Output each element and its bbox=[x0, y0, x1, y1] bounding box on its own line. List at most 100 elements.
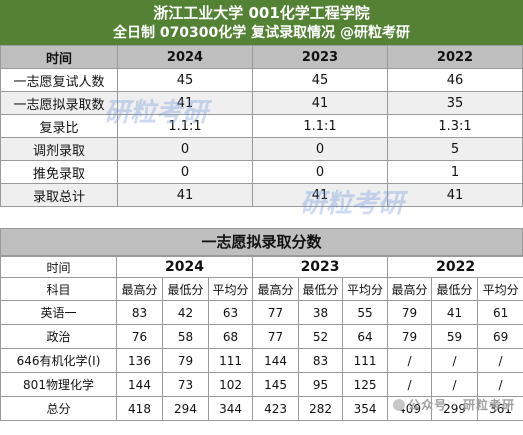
table-cell: 145 bbox=[252, 372, 300, 397]
row-label: 调剂录取 bbox=[0, 137, 118, 161]
table-cell: 423 bbox=[252, 396, 300, 421]
table-cell: 41 bbox=[431, 300, 479, 325]
table-row: 复录比 1.1:1 1.1:1 1.3:1 bbox=[0, 114, 523, 138]
table-cell: 76 bbox=[116, 324, 163, 349]
subject-name: 801物理化学 bbox=[0, 372, 117, 397]
row-label: 录取总计 bbox=[0, 183, 118, 207]
table-cell: 77 bbox=[252, 300, 300, 325]
row-label: 复录比 bbox=[0, 114, 118, 138]
year-header: 2023 bbox=[252, 256, 389, 278]
table-cell: / bbox=[431, 372, 479, 397]
table-row: 英语一 83 42 63 77 38 55 79 41 61 bbox=[0, 300, 523, 325]
table-cell: 41 bbox=[252, 91, 388, 115]
table-cell: 0 bbox=[252, 137, 388, 161]
table-cell: 1.3:1 bbox=[387, 114, 523, 138]
table-cell: 52 bbox=[298, 324, 344, 349]
table-row: 646有机化学(I) 136 79 111 144 83 111 / / / bbox=[0, 348, 523, 373]
table-cell: 111 bbox=[342, 348, 389, 373]
subject-name: 646有机化学(I) bbox=[0, 348, 117, 373]
table-cell: 45 bbox=[252, 68, 388, 92]
table-row: 政治 76 58 68 77 52 64 79 59 69 bbox=[0, 324, 523, 349]
title-banner: 浙江工业大学 001化学工程学院 全日制 070300化学 复试录取情况 @研粒… bbox=[0, 0, 523, 45]
table-cell: 58 bbox=[162, 324, 209, 349]
table-cell: 79 bbox=[162, 348, 209, 373]
title-line-1: 浙江工业大学 001化学工程学院 bbox=[153, 4, 370, 22]
title-line-2: 全日制 070300化学 复试录取情况 @研粒考研 bbox=[112, 25, 411, 41]
year-header: 2024 bbox=[117, 45, 253, 69]
table-cell: 1.1:1 bbox=[117, 114, 253, 138]
corner-label: 时间 bbox=[0, 45, 118, 69]
table-cell: 0 bbox=[252, 160, 388, 184]
table-cell: 42 bbox=[162, 300, 209, 325]
table-cell: 79 bbox=[387, 324, 433, 349]
table-row: 一志愿拟录取数 41 41 35 bbox=[0, 91, 523, 115]
row-label: 推免录取 bbox=[0, 160, 118, 184]
table-cell: 59 bbox=[431, 324, 479, 349]
table-cell: 35 bbox=[387, 91, 523, 115]
table-row: 总分 418 294 344 423 282 354 409 299 361 bbox=[0, 396, 523, 421]
table-cell: 55 bbox=[342, 300, 389, 325]
table-cell: 41 bbox=[252, 183, 388, 207]
stat-header: 最低分 bbox=[162, 277, 209, 301]
table-cell: 64 bbox=[342, 324, 389, 349]
table-row: 一志愿复试人数 45 45 46 bbox=[0, 68, 523, 92]
year-header-row: 时间 2024 2023 2022 bbox=[0, 256, 523, 278]
table-cell: 38 bbox=[298, 300, 344, 325]
table-row: 录取总计 41 41 41 bbox=[0, 183, 523, 207]
table-cell: 1 bbox=[387, 160, 523, 184]
stat-header: 平均分 bbox=[342, 277, 389, 301]
subject-name: 英语一 bbox=[0, 300, 117, 325]
table-cell: 136 bbox=[116, 348, 163, 373]
table-cell: 144 bbox=[252, 348, 300, 373]
table-cell: 83 bbox=[116, 300, 163, 325]
table-cell: 418 bbox=[116, 396, 163, 421]
year-header: 2022 bbox=[387, 256, 523, 278]
stat-header: 最低分 bbox=[431, 277, 479, 301]
table-cell: 1.1:1 bbox=[252, 114, 388, 138]
stat-header: 平均分 bbox=[477, 277, 523, 301]
table-cell: 68 bbox=[207, 324, 254, 349]
admission-summary-table: 时间 2024 2023 2022 一志愿复试人数 45 45 46 一志愿拟录… bbox=[0, 45, 523, 207]
table-cell: 282 bbox=[298, 396, 344, 421]
table-cell: 294 bbox=[162, 396, 209, 421]
table-cell: 102 bbox=[207, 372, 254, 397]
score-table: 时间 2024 2023 2022 科目 最高分 最低分 平均分 最高分 最低分… bbox=[0, 256, 523, 421]
table-header-row: 时间 2024 2023 2022 bbox=[0, 45, 523, 69]
year-header: 2023 bbox=[252, 45, 388, 69]
table-cell: 61 bbox=[477, 300, 523, 325]
table-cell: 95 bbox=[298, 372, 344, 397]
subject-name: 总分 bbox=[0, 396, 117, 421]
table-row: 调剂录取 0 0 5 bbox=[0, 137, 523, 161]
stat-header: 最高分 bbox=[116, 277, 163, 301]
corner-label: 时间 bbox=[0, 256, 117, 278]
table-cell: / bbox=[477, 348, 523, 373]
table-cell: 79 bbox=[387, 300, 433, 325]
year-header: 2024 bbox=[115, 256, 254, 278]
row-label: 一志愿拟录取数 bbox=[0, 91, 118, 115]
table-cell: 144 bbox=[116, 372, 163, 397]
table-cell: / bbox=[387, 348, 433, 373]
table-cell: 111 bbox=[207, 348, 254, 373]
table-cell: 344 bbox=[207, 396, 254, 421]
stat-header: 最高分 bbox=[387, 277, 433, 301]
table-cell: 125 bbox=[342, 372, 389, 397]
subject-label: 科目 bbox=[0, 277, 117, 301]
table-cell: 73 bbox=[162, 372, 209, 397]
stat-header: 最低分 bbox=[298, 277, 344, 301]
table-cell: 46 bbox=[387, 68, 523, 92]
stat-header: 平均分 bbox=[207, 277, 254, 301]
table-cell: / bbox=[431, 348, 479, 373]
table-cell: 41 bbox=[117, 183, 253, 207]
table-cell: / bbox=[387, 372, 433, 397]
wechat-icon bbox=[393, 399, 406, 411]
row-label: 一志愿复试人数 bbox=[0, 68, 118, 92]
table-cell: 77 bbox=[252, 324, 300, 349]
score-section-title: 一志愿拟录取分数 bbox=[0, 228, 523, 256]
table-cell: / bbox=[477, 372, 523, 397]
table-cell: 0 bbox=[117, 160, 253, 184]
subject-name: 政治 bbox=[0, 324, 117, 349]
footer-watermark: 公众号 · 研粒考研 bbox=[393, 396, 515, 413]
table-cell: 0 bbox=[117, 137, 253, 161]
table-cell: 45 bbox=[117, 68, 253, 92]
table-cell: 69 bbox=[477, 324, 523, 349]
